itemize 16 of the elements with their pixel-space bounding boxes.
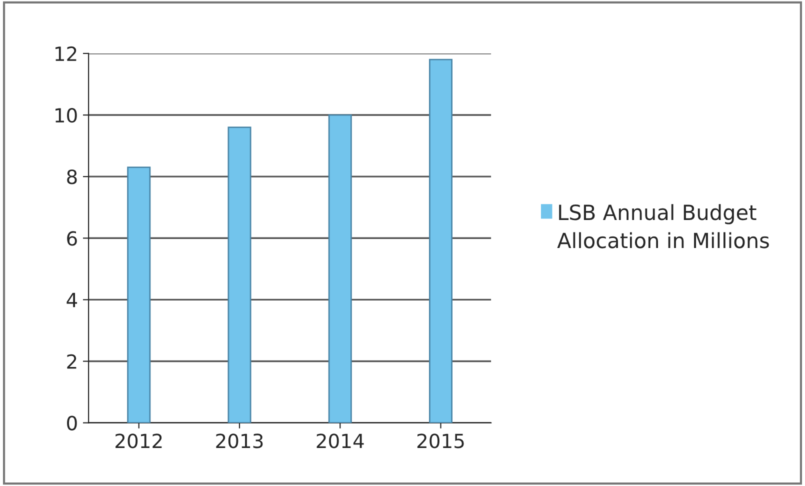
y-tick-label: 2 [67, 354, 76, 369]
y-tick-label: 4 [66, 292, 78, 308]
bar [328, 114, 352, 423]
x-tick-label: 2013 [216, 434, 263, 448]
bar [127, 166, 151, 423]
y-tick-label: 12 [56, 46, 76, 61]
x-tick-label: 2015 [417, 434, 464, 448]
y-tick-label: 10 [56, 108, 77, 123]
x-tick-label: 2012 [116, 434, 162, 448]
bar [428, 58, 452, 423]
legend-label: LSB Annual Budget Allocation in Millions [557, 204, 769, 248]
y-tick-label: 8 [67, 170, 77, 184]
y-tick-label: 0 [67, 416, 77, 430]
bar [228, 126, 252, 423]
y-tick-label: 6 [67, 231, 77, 246]
x-tick-label: 2014 [316, 434, 364, 448]
